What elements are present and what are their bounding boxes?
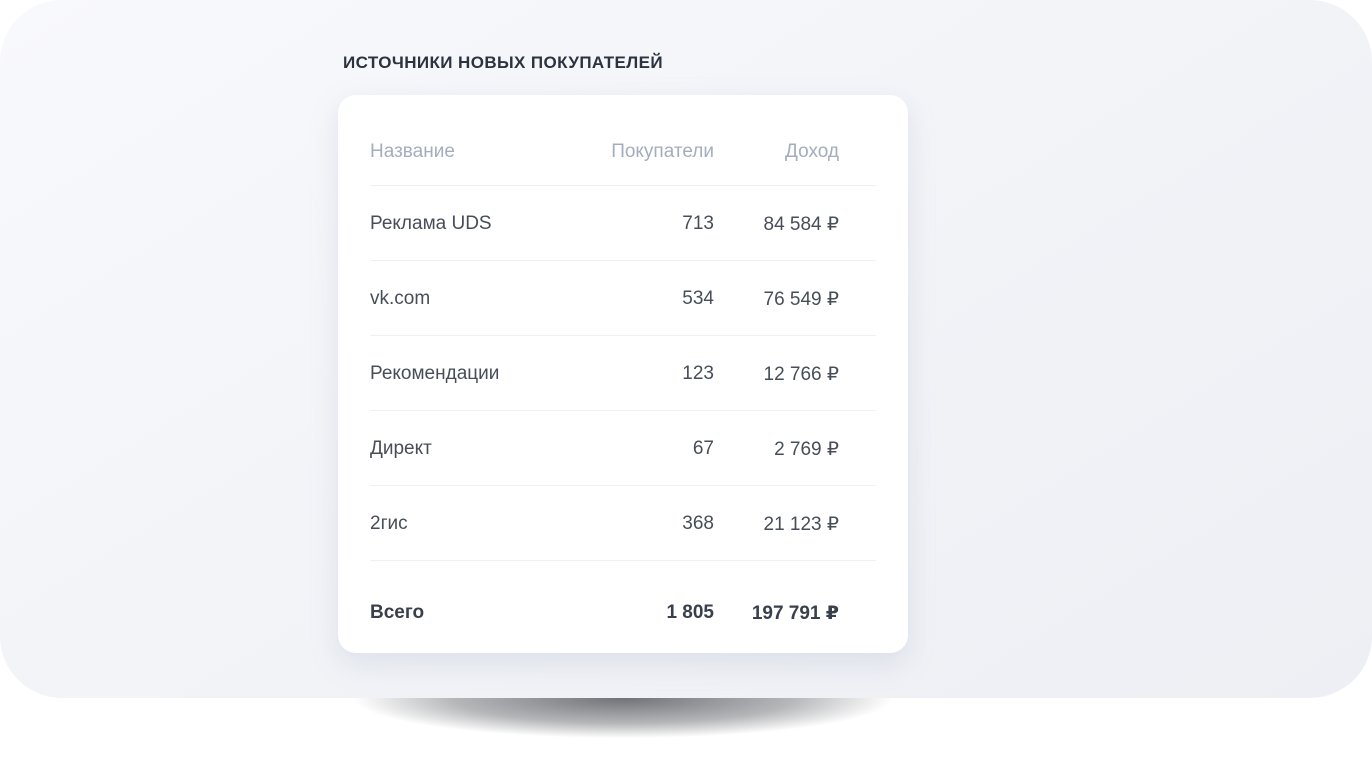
- table-row: Реклама UDS 713 84 584 ₽: [370, 186, 876, 261]
- table-row: Рекомендации 123 12 766 ₽: [370, 336, 876, 411]
- column-header-name: Название: [370, 141, 455, 162]
- customers-value: 713: [682, 213, 714, 234]
- table-total-row: Всего 1 805 197 791 ₽: [370, 561, 876, 653]
- income-value: 84 584 ₽: [763, 213, 839, 235]
- table-row: vk.com 534 76 549 ₽: [370, 261, 876, 336]
- widget-title: ИСТОЧНИКИ НОВЫХ ПОКУПАТЕЛЕЙ: [343, 53, 663, 72]
- total-customers-value: 1 805: [666, 602, 714, 623]
- total-income-value: 197 791 ₽: [751, 602, 839, 624]
- new-customers-sources-widget: ИСТОЧНИКИ НОВЫХ ПОКУПАТЕЛЕЙ Название Пок…: [338, 0, 908, 653]
- income-value: 76 549 ₽: [763, 288, 839, 310]
- source-name: Рекомендации: [370, 363, 500, 384]
- stats-card: Название Покупатели Доход Реклама UDS 71…: [338, 95, 908, 653]
- customers-value: 368: [682, 513, 714, 534]
- income-value: 2 769 ₽: [774, 438, 839, 460]
- column-header-customers: Покупатели: [611, 141, 714, 162]
- table-header-row: Название Покупатели Доход: [370, 95, 876, 186]
- source-name: vk.com: [370, 288, 431, 309]
- table-row: Директ 67 2 769 ₽: [370, 411, 876, 486]
- source-name: Директ: [370, 438, 432, 459]
- column-header-income: Доход: [785, 141, 839, 162]
- income-value: 21 123 ₽: [763, 513, 839, 535]
- source-name: 2гис: [370, 513, 408, 534]
- table-row: 2гис 368 21 123 ₽: [370, 486, 876, 561]
- source-name: Реклама UDS: [370, 213, 492, 234]
- income-value: 12 766 ₽: [763, 363, 839, 385]
- customers-value: 534: [682, 288, 714, 309]
- customers-value: 67: [692, 438, 714, 459]
- customers-value: 123: [682, 363, 714, 384]
- total-label: Всего: [370, 602, 425, 623]
- app-panel: ИСТОЧНИКИ НОВЫХ ПОКУПАТЕЛЕЙ Название Пок…: [0, 0, 1372, 698]
